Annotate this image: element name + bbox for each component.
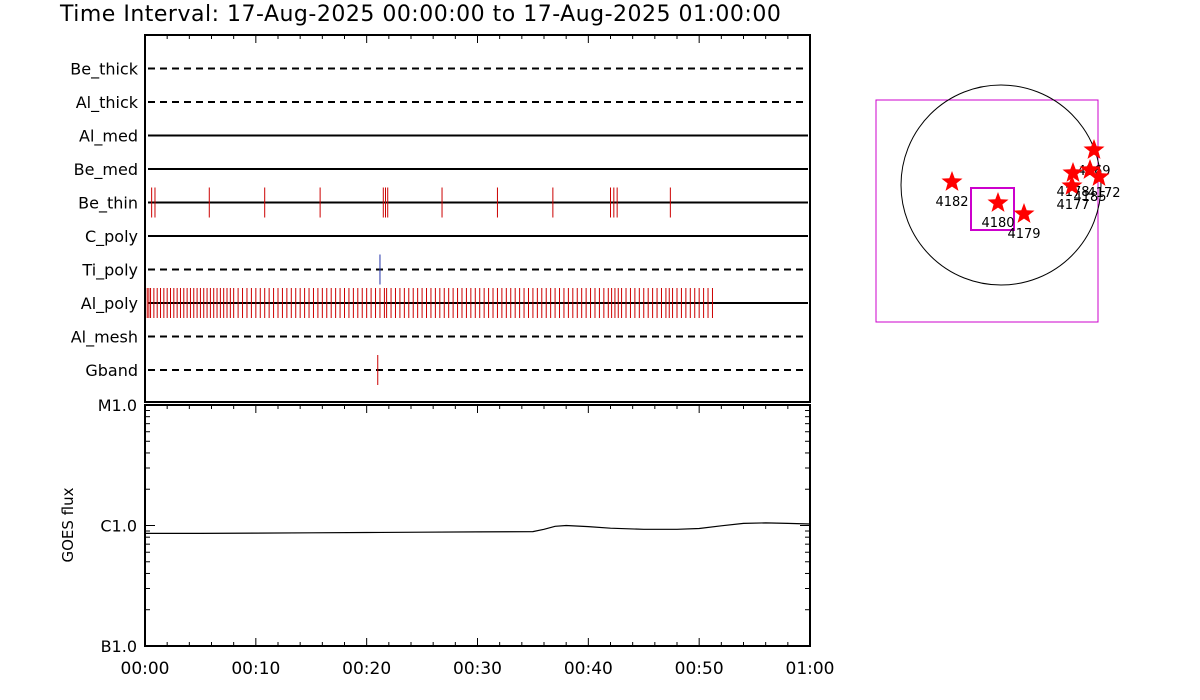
channel-label: Be_thick bbox=[70, 60, 138, 80]
events-frame bbox=[144, 34, 811, 403]
region-label: 4172 bbox=[1087, 186, 1120, 201]
goes-frame bbox=[144, 404, 811, 647]
goes-y-axis-label: GOES flux bbox=[59, 487, 77, 562]
channel-label: Al_med bbox=[79, 127, 138, 147]
sun-disk-panel: 41824180417941694178417241774185 bbox=[875, 84, 1121, 323]
goes-x-tick-label: 01:00 bbox=[786, 659, 835, 679]
goes-x-tick-label: 00:30 bbox=[453, 659, 502, 679]
channel-label: Al_mesh bbox=[71, 328, 138, 348]
channel-label: Gband bbox=[85, 361, 138, 380]
channel-label: C_poly bbox=[85, 227, 138, 247]
channel-label: Be_med bbox=[74, 160, 138, 180]
region-label: 4185 bbox=[1073, 190, 1106, 205]
region-label: 4177 bbox=[1056, 198, 1089, 213]
goes-y-tick-label: B1.0 bbox=[101, 637, 137, 656]
region-star bbox=[987, 192, 1009, 212]
channel-label: Al_poly bbox=[81, 294, 138, 314]
region-star bbox=[1079, 159, 1101, 179]
goes-y-tick-label: C1.0 bbox=[100, 517, 137, 536]
goes-y-tick-label: M1.0 bbox=[98, 396, 137, 415]
channel-label: Ti_poly bbox=[81, 261, 138, 281]
goes-x-tick-label: 00:00 bbox=[121, 659, 170, 679]
sun-limb-circle bbox=[900, 84, 1102, 286]
region-star bbox=[1013, 203, 1035, 223]
fov-box-inner bbox=[970, 187, 1015, 231]
goes-x-tick-label: 00:10 bbox=[231, 659, 280, 679]
region-label: 4182 bbox=[935, 195, 968, 210]
page-title: Time Interval: 17-Aug-2025 00:00:00 to 1… bbox=[60, 2, 782, 27]
region-label: 4179 bbox=[1007, 227, 1040, 242]
goes-x-tick-label: 00:20 bbox=[342, 659, 391, 679]
goes-x-tick-label: 00:40 bbox=[564, 659, 613, 679]
goes-panel: B1.0 C1.0 M1.0 00:00 00:10 00:20 00:30 00:40 00:… bbox=[59, 396, 835, 679]
goes-x-tick-label: 00:50 bbox=[675, 659, 724, 679]
channel-label: Be_thin bbox=[78, 194, 138, 214]
region-star bbox=[941, 171, 963, 191]
channel-label: Al_thick bbox=[76, 93, 139, 113]
region-label: 4178 bbox=[1056, 185, 1089, 200]
region-star bbox=[1088, 166, 1110, 186]
region-label: 4180 bbox=[981, 216, 1014, 231]
region-star bbox=[1083, 139, 1105, 159]
goes-flux-line bbox=[145, 522, 811, 534]
events-panel: Be_thick Al_thick Al_med Be_med Be_thin C_pol… bbox=[70, 34, 811, 403]
region-star bbox=[1061, 175, 1083, 195]
region-star bbox=[1062, 162, 1084, 182]
